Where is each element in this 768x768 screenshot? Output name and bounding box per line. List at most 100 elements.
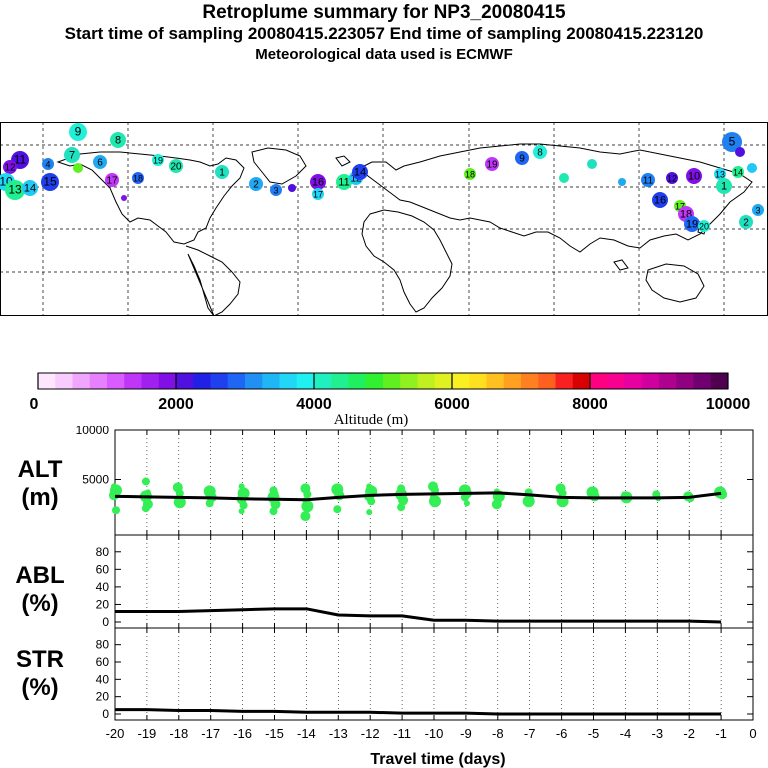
colorbar-tick-label: 10000: [706, 396, 751, 413]
colorbar-cell: [486, 373, 505, 389]
trajectory-marker-label: 14: [24, 183, 36, 195]
trajectory-marker: [666, 172, 678, 184]
colorbar-cell: [641, 373, 660, 389]
plume-point: [429, 495, 441, 508]
trajectory-marker: [587, 159, 597, 169]
trajectory-marker: [747, 163, 757, 173]
trajectory-marker-label: 12: [4, 163, 16, 174]
colorbar-cell: [521, 373, 539, 389]
trajectory-marker-label: 16: [654, 195, 666, 207]
abl-label-line2: (%): [21, 590, 59, 617]
colorbar-cell: [141, 373, 160, 389]
chart-title: Retroplume summary for NP3_20080415: [202, 2, 566, 23]
colorbar-cell: [383, 373, 401, 389]
x-tick-label: -3: [652, 726, 664, 741]
trajectory-marker: [716, 178, 732, 194]
trajectory-marker: [641, 173, 655, 187]
x-tick-label: -6: [556, 726, 568, 741]
trajectory-marker: [288, 184, 296, 192]
plume-point: [398, 495, 409, 506]
trajectory-marker-label: 11: [338, 177, 349, 189]
colorbar-cell: [348, 373, 367, 389]
x-tick-label: -10: [425, 726, 444, 741]
plume-point: [239, 501, 248, 510]
trajectory-marker: [312, 188, 324, 200]
trajectory-marker: [69, 123, 87, 141]
y-tick-label: 5000: [82, 473, 109, 487]
colorbar-cell: [555, 373, 574, 389]
plume-point: [175, 489, 184, 498]
plume-point: [205, 499, 214, 508]
colorbar-cell: [176, 373, 194, 389]
panel-frame: [114, 627, 754, 721]
colorbar-cell: [245, 373, 263, 389]
trajectory-marker-label: 13: [8, 183, 22, 197]
map-frame: [0, 122, 768, 316]
colorbar-cell: [296, 373, 315, 389]
plume-point: [270, 499, 281, 510]
trajectory-marker-label: 1: [219, 168, 225, 179]
trajectory-marker: [515, 151, 529, 165]
trajectory-marker: [42, 158, 54, 170]
panel-frame: [114, 534, 754, 629]
x-tick-label: -1: [715, 726, 727, 741]
plume-point: [141, 504, 150, 513]
colorbar-cell: [227, 373, 246, 389]
colorbar-cell: [400, 373, 418, 389]
plume-point: [112, 506, 120, 515]
abl-label-line1: ABL: [15, 562, 65, 589]
colorbar-tick-label: 0: [30, 396, 39, 413]
trajectory-marker: [336, 174, 352, 190]
trajectory-marker-label: 20: [170, 162, 182, 173]
colorbar-tick-label: 4000: [296, 396, 332, 413]
series-line: [115, 708, 722, 716]
trajectory-marker: [352, 164, 368, 180]
x-tick-label: -9: [460, 726, 472, 741]
trajectory-marker-label: 9: [75, 125, 82, 139]
colorbar-cell: [124, 373, 142, 389]
x-axis-label: Travel time (days): [370, 751, 505, 768]
panel-alt: 5000 10000: [76, 426, 754, 536]
trajectory-marker-label: 17: [313, 190, 323, 200]
colorbar-cell: [38, 373, 56, 389]
y-tick-label: 40: [96, 580, 110, 594]
plume-point: [460, 493, 469, 502]
trajectory-marker-label: 18: [465, 170, 475, 180]
x-tick-label: 0: [749, 726, 756, 741]
plume-point: [300, 511, 311, 522]
trajectory-marker-label: 19: [686, 219, 698, 231]
trajectory-marker-label: 7: [69, 150, 75, 162]
colorbar-cell: [469, 373, 487, 389]
trajectory-marker-label: 14: [733, 168, 743, 178]
trajectory-marker-label: 13: [715, 170, 725, 180]
x-tick-label: -20: [106, 726, 125, 741]
colorbar-cell: [107, 373, 125, 389]
coastlines: [56, 143, 753, 316]
plume-point: [301, 500, 314, 513]
trajectory-marker: [270, 184, 282, 196]
alt-panel-label: ALT (m): [0, 456, 85, 512]
trajectory-marker-label: 3: [273, 186, 278, 196]
y-tick-label: 0: [102, 615, 109, 629]
colorbar-cell: [365, 373, 384, 389]
trajectory-marker: [5, 180, 25, 200]
trajectory-marker-label: 2: [253, 180, 259, 191]
colorbar-cell: [55, 373, 73, 389]
x-tick-label: -8: [492, 726, 504, 741]
x-tick-label: -16: [233, 726, 252, 741]
trajectory-marker-label: 15: [43, 175, 57, 189]
y-tick-label: 80: [96, 545, 110, 559]
colorbar-cell: [710, 373, 729, 389]
colorbar-cell: [417, 373, 436, 389]
alt-label-line1: ALT: [17, 456, 63, 483]
plume-point: [269, 507, 278, 516]
x-tick-label: -11: [393, 726, 411, 741]
colorbar-cell: [210, 373, 229, 389]
trajectory-marker-label: 1: [721, 181, 727, 193]
y-tick-label: 60: [96, 562, 110, 576]
trajectory-marker-label: 8: [537, 148, 543, 159]
trajectory-marker: [686, 168, 702, 184]
